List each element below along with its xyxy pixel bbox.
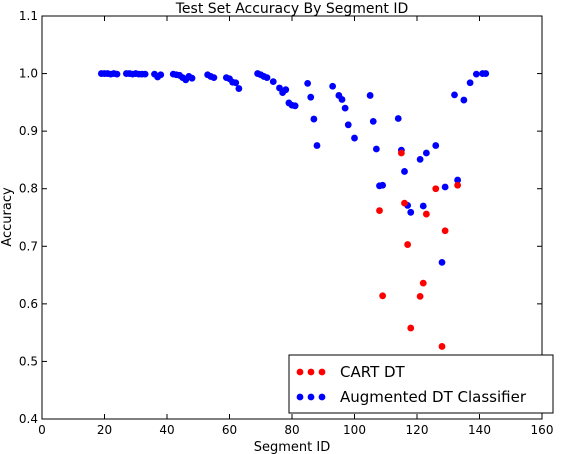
x-tick-label: 60 [222,423,237,437]
y-axis-ticks: 0.4 0.5 0.6 0.7 0.8 0.9 1.0 1.1 [19,9,542,426]
point-augmented-dt-classifier [454,176,462,184]
point-cart-dt [407,324,415,332]
y-tick-label: 0.4 [19,412,38,426]
point-augmented-dt-classifier [141,70,149,78]
point-cart-dt [397,149,405,157]
point-augmented-dt-classifier [407,208,415,216]
point-augmented-dt-classifier [210,74,218,82]
legend-marker-augmented-dt-classifier [307,393,315,401]
point-augmented-dt-classifier [157,71,165,79]
point-cart-dt [416,292,424,300]
legend-label-augmented-dt: Augmented DT Classifier [340,388,527,406]
y-tick-label: 1.0 [19,67,38,81]
point-augmented-dt-classifier [113,70,121,78]
point-augmented-dt-classifier [366,92,374,99]
point-augmented-dt-classifier [419,202,427,210]
point-augmented-dt-classifier [282,86,290,94]
x-axis-ticks: 0 20 40 60 80 100 120 140 160 [38,16,553,437]
point-cart-dt [422,210,430,218]
legend-marker-cart-dt [307,368,315,376]
point-cart-dt [379,292,387,300]
plot-frame [41,15,543,420]
chart-title: Test Set Accuracy By Segment ID [175,1,409,17]
point-augmented-dt-classifier [394,115,402,122]
x-tick-label: 100 [343,423,366,437]
point-augmented-dt-classifier [416,155,424,163]
point-augmented-dt-classifier [304,79,312,87]
point-augmented-dt-classifier [401,168,408,175]
y-axis-title: Accuracy [0,187,15,247]
point-augmented-dt-classifier [313,142,321,149]
point-augmented-dt-classifier [310,115,318,123]
y-tick-label: 0.6 [19,297,38,311]
point-augmented-dt-classifier [338,96,346,103]
point-augmented-dt-classifier [369,117,377,125]
x-tick-label: 160 [531,423,554,437]
y-tick-label: 1.1 [19,9,38,23]
data-points [97,70,490,350]
point-augmented-dt-classifier [422,149,430,157]
x-tick-label: 80 [284,423,299,437]
point-augmented-dt-classifier [232,79,240,87]
legend-marker-cart-dt [296,368,304,376]
point-augmented-dt-classifier [269,78,277,86]
point-augmented-dt-classifier [460,96,468,104]
point-augmented-dt-classifier [379,181,387,189]
legend-box [288,354,554,414]
legend: CART DT Augmented DT Classifier [288,354,554,414]
x-axis-title: Segment ID [254,440,330,454]
point-augmented-dt-classifier [451,91,458,99]
point-cart-dt [441,227,449,235]
point-augmented-dt-classifier [235,85,243,92]
point-augmented-dt-classifier [351,134,358,142]
y-tick-label: 0.8 [19,182,38,196]
point-augmented-dt-classifier [482,70,490,77]
legend-marker-cart-dt [318,368,326,376]
point-augmented-dt-classifier [329,82,337,90]
point-augmented-dt-classifier [372,145,380,153]
point-augmented-dt-classifier [307,93,315,101]
point-cart-dt [404,241,412,248]
point-cart-dt [419,279,427,287]
point-augmented-dt-classifier [441,183,449,191]
x-tick-label: 140 [468,423,491,437]
x-tick-label: 20 [97,423,112,437]
x-tick-label: 40 [159,423,174,437]
point-augmented-dt-classifier [432,142,440,149]
point-augmented-dt-classifier [344,121,352,129]
point-augmented-dt-classifier [466,79,474,87]
x-tick-label: 0 [38,423,46,437]
point-augmented-dt-classifier [438,259,446,266]
point-cart-dt [432,185,440,193]
y-tick-label: 0.9 [19,124,38,138]
point-augmented-dt-classifier [341,104,349,112]
y-tick-label: 0.5 [19,354,38,368]
y-tick-label: 0.7 [19,239,38,253]
point-augmented-dt-classifier [291,102,299,110]
legend-marker-augmented-dt-classifier [296,393,304,401]
legend-label-cart-dt: CART DT [340,363,406,381]
point-cart-dt [438,343,446,350]
x-tick-label: 120 [406,423,429,437]
point-cart-dt [454,181,462,189]
point-cart-dt [401,199,408,207]
point-augmented-dt-classifier [188,74,196,82]
point-augmented-dt-classifier [263,74,271,82]
legend-marker-augmented-dt-classifier [318,393,326,401]
point-cart-dt [376,207,383,214]
point-augmented-dt-classifier [472,70,480,78]
